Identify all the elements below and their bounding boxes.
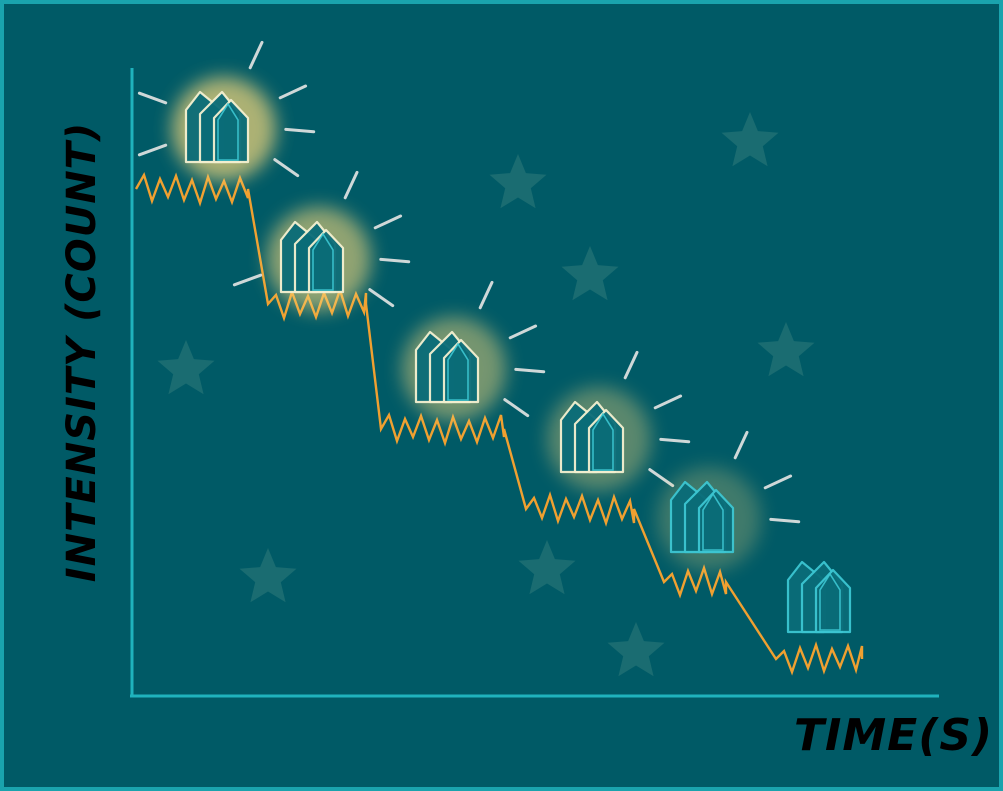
crystal-cluster-icon bbox=[657, 430, 801, 571]
crystal-cluster-icon bbox=[786, 560, 852, 634]
star-icon bbox=[239, 548, 297, 603]
crystal-inner-edge bbox=[819, 572, 841, 631]
crystal-shard bbox=[697, 488, 735, 554]
sparkle-ray-icon bbox=[137, 143, 168, 157]
intensity-trace bbox=[134, 171, 864, 676]
sparkle-ray-icon bbox=[733, 430, 749, 460]
sparkle-ray-icon bbox=[503, 398, 530, 418]
crystal-cluster-icon bbox=[547, 350, 691, 491]
crystal-cluster-icon bbox=[137, 40, 316, 181]
sparkle-ray-icon bbox=[508, 324, 538, 340]
sparkle-ray-icon bbox=[648, 468, 675, 488]
crystal-inner-edge bbox=[217, 102, 239, 161]
sparkle-ray-icon bbox=[769, 517, 801, 524]
sparkle-ray-icon bbox=[763, 474, 793, 490]
sparkle-ray-icon bbox=[514, 367, 546, 374]
star-icon bbox=[607, 622, 665, 677]
crystal-shard bbox=[307, 228, 345, 294]
x-axis-label: TIME(S) bbox=[794, 710, 994, 761]
trace-line bbox=[134, 171, 864, 676]
sparkle-ray-icon bbox=[478, 280, 494, 310]
sparkle-ray-icon bbox=[278, 84, 308, 100]
sparkle-ray-icon bbox=[368, 288, 395, 308]
crystal-cluster-icon bbox=[232, 170, 411, 311]
star-icon bbox=[721, 112, 779, 167]
star-icon bbox=[561, 246, 619, 301]
crystal-clusters bbox=[137, 40, 852, 634]
background-stars bbox=[157, 112, 815, 677]
crystal-shard bbox=[212, 98, 250, 164]
crystal-cluster-icon bbox=[402, 280, 546, 421]
sparkle-ray-icon bbox=[659, 437, 691, 444]
star-icon bbox=[518, 540, 576, 595]
sparkle-ray-icon bbox=[284, 127, 316, 134]
sparkle-ray-icon bbox=[232, 273, 263, 287]
star-icon bbox=[489, 154, 547, 209]
crystal-shard bbox=[814, 568, 852, 634]
y-axis-label: INTENSITY (COUNT) bbox=[59, 121, 105, 583]
crystal-inner-edge bbox=[312, 232, 334, 291]
sparkle-ray-icon bbox=[653, 394, 683, 410]
crystal-inner-edge bbox=[702, 492, 724, 551]
crystal-inner-edge bbox=[592, 412, 614, 471]
sparkle-ray-icon bbox=[137, 91, 168, 105]
sparkle-ray-icon bbox=[273, 158, 300, 178]
crystal-inner-edge bbox=[447, 342, 469, 401]
sparkle-ray-icon bbox=[623, 350, 639, 380]
sparkle-ray-icon bbox=[373, 214, 403, 230]
star-icon bbox=[157, 340, 215, 395]
sparkle-ray-icon bbox=[379, 257, 411, 264]
sparkle-ray-icon bbox=[343, 170, 359, 200]
axes bbox=[130, 68, 939, 698]
crystal-shard bbox=[587, 408, 625, 474]
intensity-time-diagram bbox=[130, 40, 939, 698]
crystal-shard bbox=[442, 338, 480, 404]
sparkle-ray-icon bbox=[248, 40, 264, 70]
star-icon bbox=[757, 322, 815, 377]
